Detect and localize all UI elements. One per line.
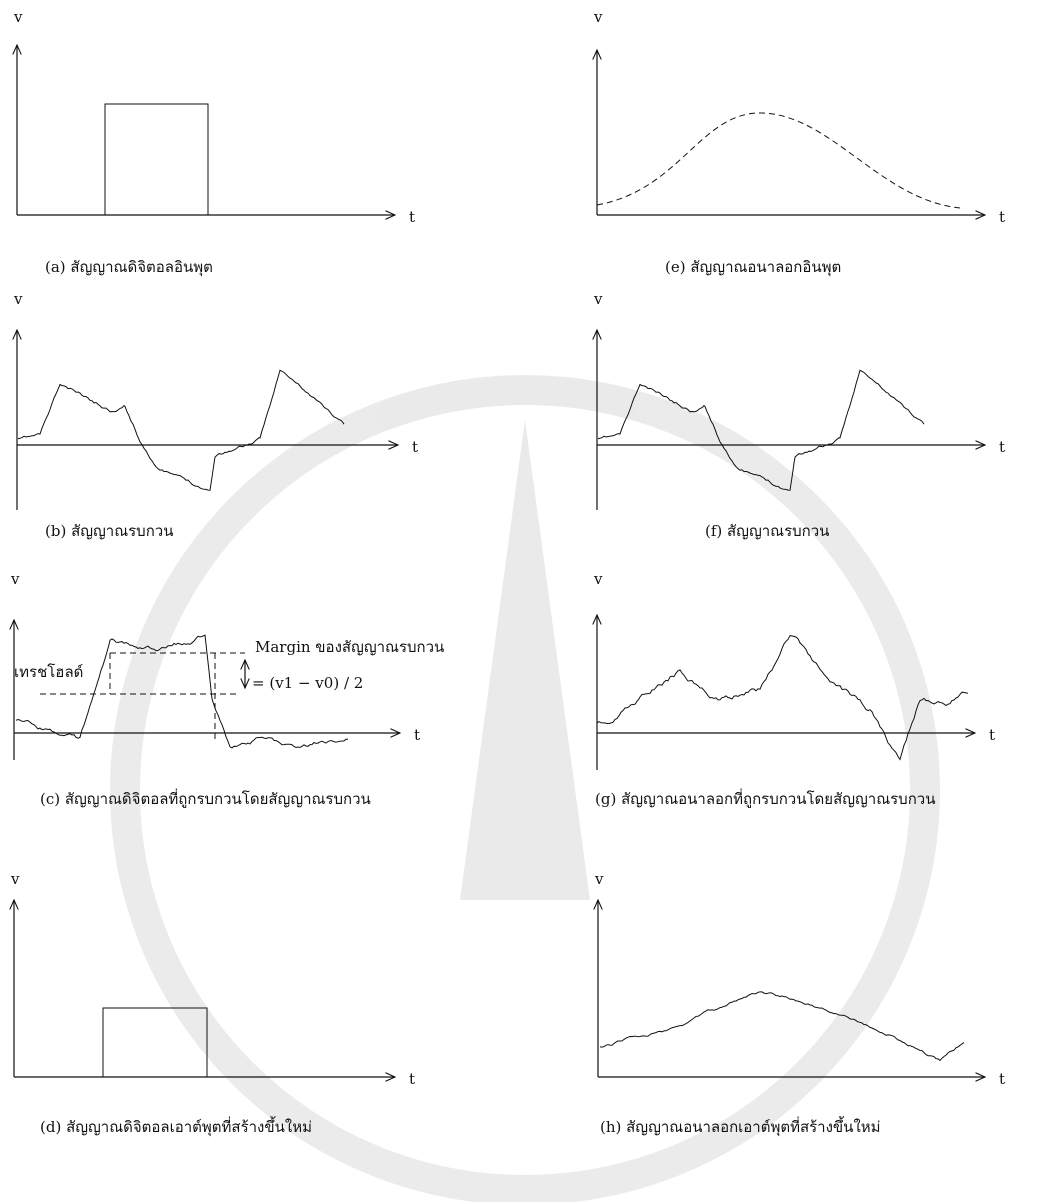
y-label: v (10, 570, 20, 588)
threshold-label: เทรชโฮลด์ (14, 663, 83, 681)
x-label: t (999, 438, 1005, 456)
y-label: v (594, 870, 604, 888)
analog-input (597, 113, 960, 208)
caption: (g) สัญญาณอนาลอกที่ถูกรบกวนโดยสัญญาณรบกว… (595, 788, 935, 808)
margin-label: Margin ของสัญญาณรบกวน (255, 638, 444, 656)
y-label: v (593, 8, 603, 26)
x-label: t (999, 1070, 1005, 1088)
caption: (c) สัญญาณดิจิตอลที่ถูกรบกวนโดยสัญญาณรบก… (40, 788, 371, 808)
formula: = (v1 − v0) / 2 (252, 674, 363, 692)
diagram: v t (a) สัญญาณดิจิตอลอินพุต v t (e) สัญญาณอนา… (0, 0, 1059, 1202)
caption: (h) สัญญาณอนาลอกเอาต์พุตที่สร้างขึ้นใหม่ (600, 1116, 881, 1137)
caption: (a) สัญญาณดิจิตอลอินพุต (45, 258, 213, 277)
y-label: v (13, 290, 23, 308)
caption: (d) สัญญาณดิจิตอลเอาต์พุตที่สร้างขึ้นใหม… (40, 1116, 312, 1137)
x-label: t (409, 208, 415, 226)
x-label: t (409, 1070, 415, 1088)
caption: (b) สัญญาณรบกวน (45, 522, 173, 540)
y-label: v (13, 8, 23, 26)
pulse (105, 104, 208, 215)
y-label: v (10, 870, 20, 888)
x-label: t (999, 208, 1005, 226)
y-label: v (593, 290, 603, 308)
x-label: t (412, 438, 418, 456)
x-label: t (989, 726, 995, 744)
x-label: t (414, 726, 420, 744)
y-label: v (593, 570, 603, 588)
caption: (f) สัญญาณรบกวน (705, 522, 829, 540)
analog-out (600, 992, 964, 1061)
caption: (e) สัญญาณอนาลอกอินพุต (665, 258, 841, 277)
